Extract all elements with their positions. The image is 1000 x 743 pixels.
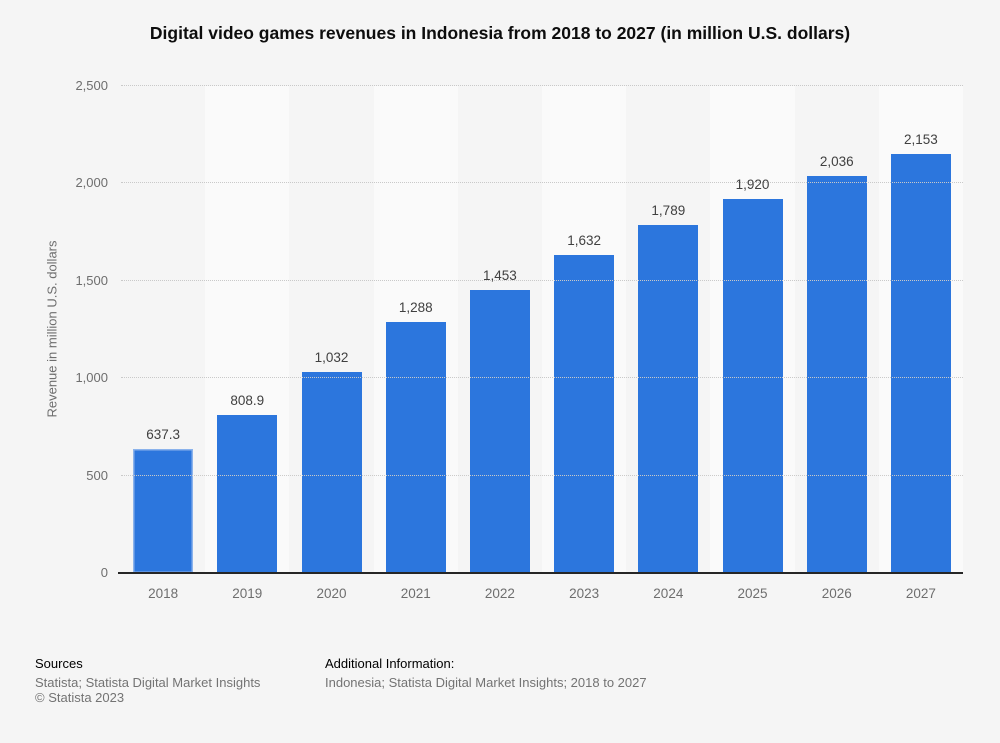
- additional-info-text: Indonesia; Statista Digital Market Insig…: [325, 674, 647, 690]
- x-tick-label-2020: 2020: [316, 586, 347, 601]
- chart-column-2021: 1,288 2021: [373, 86, 458, 601]
- y-tick-label: 2,000: [75, 175, 108, 191]
- chart-column-2027: 2,153 2027: [878, 86, 964, 601]
- sources-block: Sources Statista; Statista Digital Marke…: [35, 656, 260, 706]
- bar-value-label-2026: 2,036: [819, 154, 854, 170]
- chart-column-2026: 2,036 2026: [795, 86, 879, 601]
- y-axis-title: Revenue in million U.S. dollars: [44, 240, 60, 418]
- x-tick-label-2024: 2024: [653, 586, 684, 601]
- x-tick-label-2026: 2026: [821, 586, 852, 601]
- x-tick-label-2027: 2027: [905, 586, 936, 601]
- bar-2023[interactable]: [554, 255, 615, 573]
- bar-value-label-2021: 1,288: [398, 300, 433, 316]
- x-axis-line: [118, 572, 963, 574]
- copyright-text: © Statista 2023: [35, 690, 125, 705]
- bar-2020[interactable]: [301, 371, 362, 573]
- bar-2021[interactable]: [385, 322, 446, 573]
- additional-info-block: Additional Information: Indonesia; Stati…: [325, 656, 647, 690]
- y-tick-label: 2,500: [75, 78, 108, 93]
- x-tick-label-2018: 2018: [148, 586, 179, 601]
- bar-value-label-2023: 1,632: [567, 233, 602, 249]
- bar-value-label-2027: 2,153: [904, 131, 938, 147]
- y-tick-label: 500: [86, 467, 108, 483]
- x-tick-label-2023: 2023: [569, 586, 600, 601]
- bar-2022[interactable]: [469, 289, 530, 573]
- bar-2018[interactable]: [133, 448, 194, 573]
- x-tick-label-2019: 2019: [232, 586, 263, 601]
- chart-title: Digital video games revenues in Indonesi…: [149, 23, 851, 43]
- bar-2025[interactable]: [722, 198, 783, 573]
- y-tick-label: 1,500: [75, 272, 108, 288]
- plot-area: 637.3 2018 808.9 2019 1,032 2020 1,288 2021 1,45…: [118, 85, 964, 601]
- bar-value-label-2018: 637.3: [146, 426, 180, 442]
- bar-2019[interactable]: [217, 415, 278, 573]
- bar-2026[interactable]: [806, 176, 867, 573]
- chart-column-2023: 1,632 2023: [542, 86, 627, 601]
- bar-2027[interactable]: [890, 153, 951, 573]
- y-tick-label: 1,000: [75, 370, 108, 386]
- chart-column-2020: 1,032 2020: [289, 86, 373, 601]
- bar-value-label-2025: 1,920: [735, 176, 770, 192]
- chart-column-2018: 637.3 2018: [121, 86, 205, 601]
- bar-2024[interactable]: [638, 224, 699, 573]
- chart-column-2024: 1,789 2024: [626, 86, 710, 601]
- chart-column-2025: 1,920 2025: [710, 86, 795, 601]
- chart-column-2022: 1,453 2022: [458, 86, 542, 601]
- bar-value-label-2022: 1,453: [483, 267, 517, 283]
- bar-value-label-2019: 808.9: [230, 393, 265, 409]
- x-tick-label-2025: 2025: [737, 586, 768, 601]
- sources-label: Sources: [35, 656, 83, 671]
- x-tick-label-2021: 2021: [400, 586, 431, 601]
- x-tick-label-2022: 2022: [484, 586, 515, 601]
- chart-column-2019: 808.9 2019: [205, 86, 290, 601]
- sources-text: Statista; Statista Digital Market Insigh…: [35, 674, 261, 690]
- bar-value-label-2020: 1,032: [314, 349, 349, 365]
- bar-value-label-2024: 1,789: [651, 202, 686, 218]
- y-tick-label: 0: [100, 565, 108, 580]
- additional-info-label: Additional Information:: [325, 656, 455, 671]
